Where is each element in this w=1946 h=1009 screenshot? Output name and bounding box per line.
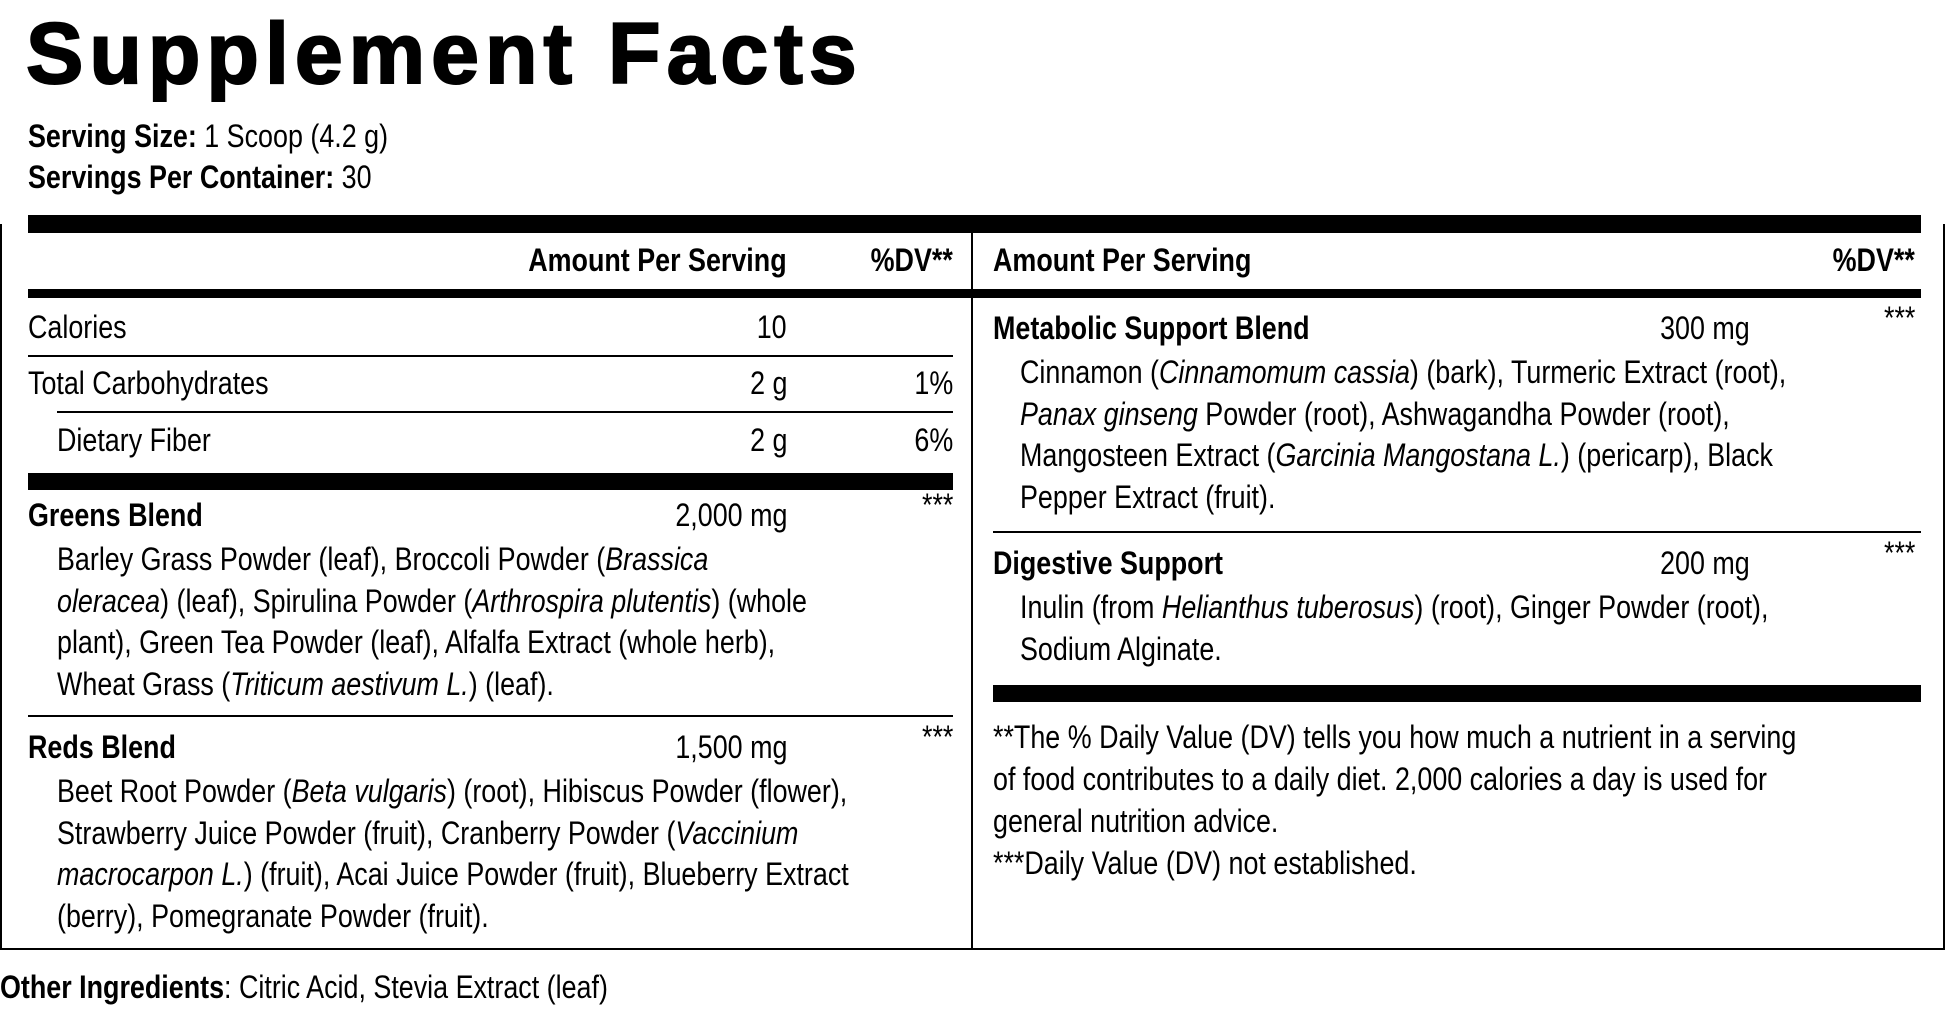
servings-per-container: Servings Per Container: 30 bbox=[28, 158, 372, 196]
blend-ingredient-line: Barley Grass Powder (leaf), Broccoli Pow… bbox=[57, 540, 708, 578]
ingredient-text: ) (leaf). bbox=[468, 666, 554, 703]
other-ingredients: Other Ingredients: Citric Acid, Stevia E… bbox=[0, 968, 608, 1006]
blend-dv: *** bbox=[1883, 300, 1915, 336]
ingredient-text: Inulin (from bbox=[1020, 589, 1162, 625]
ingredient-text: ) (whole bbox=[711, 582, 807, 619]
right-amount-header: Amount Per Serving bbox=[993, 242, 1252, 278]
serving-size-label: Serving Size: bbox=[28, 118, 197, 154]
page-title: Supplement Facts bbox=[25, 5, 863, 103]
blend-ingredient-line: Wheat Grass (Triticum aestivum L.) (leaf… bbox=[57, 665, 554, 703]
blend-ingredient-line: Sodium Alginate. bbox=[1020, 630, 1222, 668]
header-bar bbox=[28, 289, 1921, 298]
blend-ingredient-line: (berry), Pomegranate Powder (fruit). bbox=[57, 897, 489, 935]
ingredient-latin-name: Garcinia Mangostana L. bbox=[1275, 437, 1561, 474]
row-divider bbox=[28, 355, 953, 357]
blend-ingredient-line: Pepper Extract (fruit). bbox=[1020, 478, 1275, 516]
ingredient-text: Strawberry Juice Powder (fruit), Cranber… bbox=[57, 814, 676, 851]
nutrient-name: Calories bbox=[28, 309, 127, 345]
blend-ingredient-line: Inulin (from Helianthus tuberosus) (root… bbox=[1020, 588, 1768, 626]
ingredient-latin-name: Beta vulgaris bbox=[291, 773, 447, 809]
ingredient-text: Cinnamon ( bbox=[1020, 354, 1159, 390]
servings-per-container-value: 30 bbox=[334, 159, 372, 195]
blend-ingredient-line: oleracea) (leaf), Spirulina Powder (Arth… bbox=[57, 582, 807, 620]
nutrient-dv: 6% bbox=[914, 422, 953, 458]
left-dv-header: %DV** bbox=[870, 242, 953, 278]
blend-dv: *** bbox=[921, 487, 953, 523]
ingredient-latin-name: Helianthus tuberosus bbox=[1161, 589, 1415, 625]
ingredient-text: Barley Grass Powder (leaf), Broccoli Pow… bbox=[57, 541, 606, 577]
blend-amount: 200 mg bbox=[1660, 545, 1750, 581]
blend-name: Greens Blend bbox=[28, 497, 203, 533]
blend-dv: *** bbox=[921, 719, 953, 755]
footnote-line: **The % Daily Value (DV) tells you how m… bbox=[993, 719, 1797, 755]
ingredient-text: ) (root), Hibiscus Powder (flower), bbox=[446, 773, 848, 809]
footnote-line: of food contributes to a daily diet. 2,0… bbox=[993, 761, 1768, 797]
section-bar bbox=[993, 685, 1921, 702]
ingredient-text: plant), Green Tea Powder (leaf), Alfalfa… bbox=[57, 624, 776, 661]
nutrient-amount: 10 bbox=[757, 309, 787, 345]
ingredient-text: Pepper Extract (fruit). bbox=[1020, 479, 1276, 516]
ingredient-text: (berry), Pomegranate Powder (fruit). bbox=[57, 898, 489, 935]
ingredient-text: Sodium Alginate. bbox=[1020, 630, 1222, 667]
row-divider bbox=[993, 531, 1921, 533]
other-ingredients-label: Other Ingredients bbox=[0, 969, 225, 1005]
ingredient-latin-name: Arthrospira plutentis bbox=[472, 582, 712, 619]
ingredient-text: ) (fruit), Acai Juice Powder (fruit), Bl… bbox=[243, 856, 849, 893]
blend-ingredient-line: Cinnamon (Cinnamomum cassia) (bark), Tur… bbox=[1020, 353, 1786, 391]
ingredient-text: Wheat Grass ( bbox=[57, 666, 231, 703]
blend-amount: 300 mg bbox=[1660, 310, 1750, 346]
servings-per-container-label: Servings Per Container: bbox=[28, 159, 335, 195]
ingredient-latin-name: Vaccinium bbox=[675, 814, 799, 851]
blend-ingredient-line: Strawberry Juice Powder (fruit), Cranber… bbox=[57, 814, 798, 852]
ingredient-text: Mangosteen Extract ( bbox=[1020, 437, 1276, 474]
blend-name: Reds Blend bbox=[28, 729, 176, 765]
other-ingredients-text: : Citric Acid, Stevia Extract (leaf) bbox=[224, 969, 608, 1005]
ingredient-text: ) (pericarp), Black bbox=[1560, 437, 1773, 474]
blend-ingredient-line: Mangosteen Extract (Garcinia Mangostana … bbox=[1020, 436, 1773, 474]
ingredient-latin-name: macrocarpon L. bbox=[57, 856, 244, 893]
ingredient-text: ) (leaf), Spirulina Powder ( bbox=[160, 582, 473, 619]
ingredient-latin-name: Brassica bbox=[605, 541, 709, 577]
row-divider bbox=[28, 715, 953, 717]
nutrient-dv: 1% bbox=[914, 365, 953, 401]
row-divider bbox=[57, 411, 953, 413]
blend-name: Digestive Support bbox=[993, 545, 1224, 581]
footnote-line: ***Daily Value (DV) not established. bbox=[993, 845, 1417, 881]
column-divider bbox=[971, 233, 973, 950]
top-bar bbox=[28, 215, 1921, 233]
blend-ingredient-line: Beet Root Powder (Beta vulgaris) (root),… bbox=[57, 772, 847, 810]
blend-dv: *** bbox=[1883, 535, 1915, 571]
right-dv-header: %DV** bbox=[1832, 242, 1915, 278]
ingredient-latin-name: oleracea bbox=[57, 582, 161, 619]
blend-name: Metabolic Support Blend bbox=[993, 310, 1310, 346]
ingredient-text: Powder (root), Ashwagandha Powder (root)… bbox=[1197, 395, 1730, 432]
serving-size: Serving Size: 1 Scoop (4.2 g) bbox=[28, 117, 388, 155]
blend-ingredient-line: macrocarpon L.) (fruit), Acai Juice Powd… bbox=[57, 855, 849, 893]
ingredient-latin-name: Cinnamomum cassia bbox=[1158, 354, 1410, 390]
nutrient-amount: 2 g bbox=[749, 422, 787, 458]
ingredient-text: ) (bark), Turmeric Extract (root), bbox=[1409, 354, 1787, 390]
ingredient-latin-name: Triticum aestivum L. bbox=[230, 666, 469, 703]
ingredient-text: Beet Root Powder ( bbox=[57, 773, 292, 809]
blend-amount: 2,000 mg bbox=[674, 497, 787, 533]
blend-ingredient-line: plant), Green Tea Powder (leaf), Alfalfa… bbox=[57, 623, 775, 661]
ingredient-text: ) (root), Ginger Powder (root), bbox=[1414, 589, 1769, 625]
blend-ingredient-line: Panax ginseng Powder (root), Ashwagandha… bbox=[1020, 395, 1730, 433]
blend-amount: 1,500 mg bbox=[674, 729, 787, 765]
nutrient-name: Dietary Fiber bbox=[57, 422, 211, 458]
nutrient-name: Total Carbohydrates bbox=[28, 365, 269, 401]
nutrient-amount: 2 g bbox=[749, 365, 787, 401]
ingredient-latin-name: Panax ginseng bbox=[1020, 395, 1198, 432]
left-amount-header: Amount Per Serving bbox=[528, 242, 787, 278]
serving-size-value: 1 Scoop (4.2 g) bbox=[196, 118, 389, 154]
section-bar bbox=[28, 473, 953, 490]
footnote-line: general nutrition advice. bbox=[993, 803, 1279, 839]
